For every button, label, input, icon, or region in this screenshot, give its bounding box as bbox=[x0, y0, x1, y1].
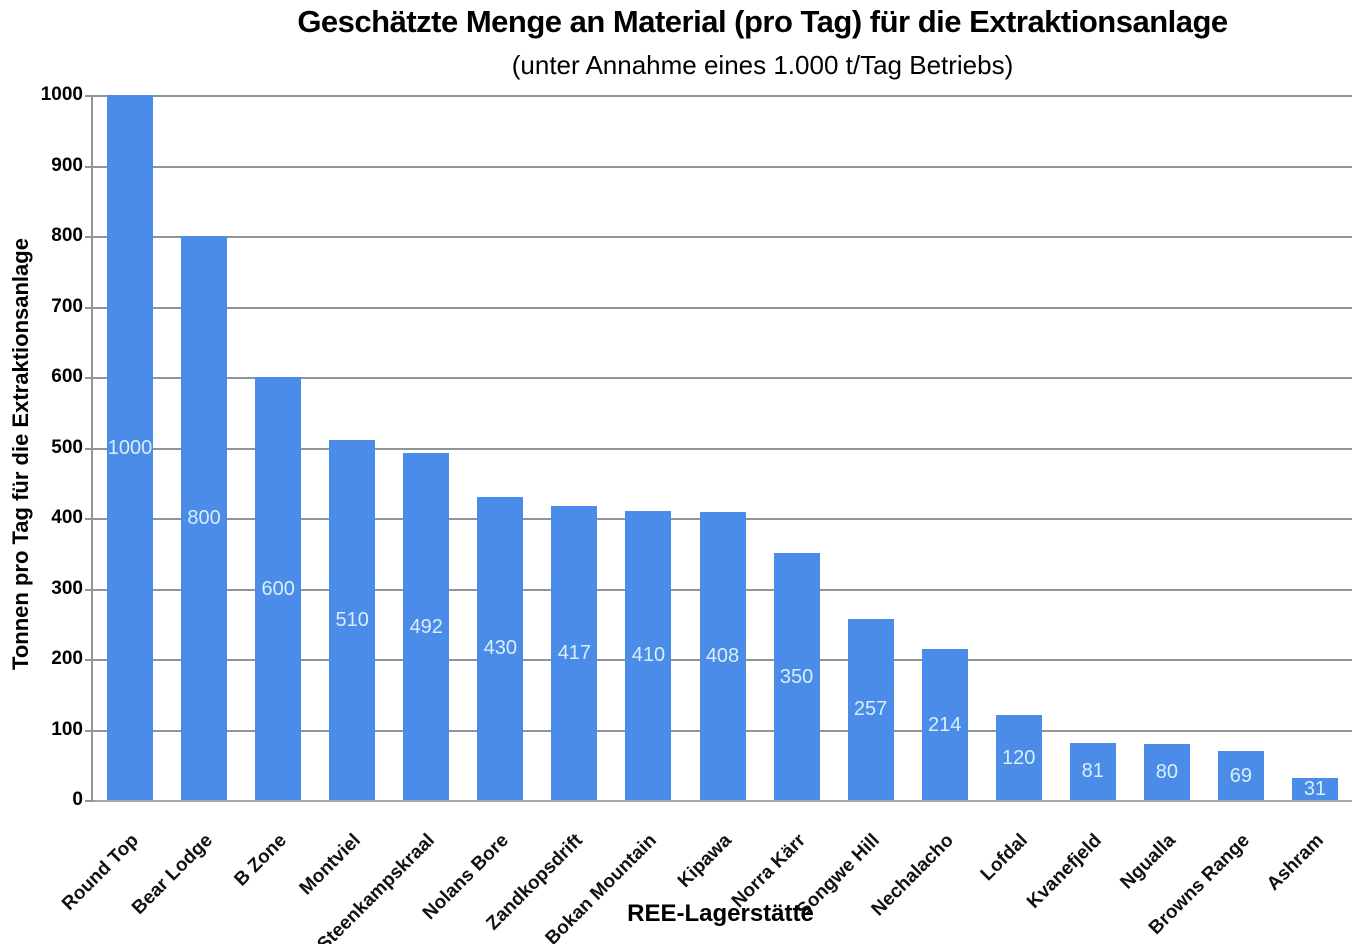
bar-value-label: 350 bbox=[779, 665, 814, 688]
bar: 80 bbox=[1143, 743, 1190, 800]
gridline bbox=[85, 236, 1352, 238]
gridline bbox=[85, 377, 1352, 379]
bar-value-label: 600 bbox=[261, 577, 295, 600]
bar: 257 bbox=[847, 618, 894, 800]
bar: 600 bbox=[255, 377, 302, 800]
bar: 800 bbox=[181, 236, 228, 800]
x-category-label: B Zone bbox=[230, 830, 291, 891]
bar: 1000 bbox=[107, 95, 154, 800]
bar: 350 bbox=[773, 553, 820, 800]
bar: 69 bbox=[1217, 751, 1264, 800]
gridline bbox=[85, 306, 1352, 309]
bar-value-label: 417 bbox=[557, 642, 592, 664]
bar-value-label: 214 bbox=[927, 713, 962, 736]
y-tick-label: 700 bbox=[51, 295, 83, 317]
chart-title: Geschätzte Menge an Material (pro Tag) f… bbox=[297, 4, 1228, 39]
x-category-label: Ashram bbox=[1262, 830, 1328, 895]
bar: 214 bbox=[921, 649, 968, 800]
bar-value-label: 510 bbox=[335, 609, 369, 632]
y-tick-label: 100 bbox=[51, 718, 83, 740]
y-axis-tick-labels: 0 100 200 300 400 500 600 700 800 900 1000 bbox=[0, 0, 83, 944]
gridline bbox=[85, 447, 1352, 450]
bar: 31 bbox=[1291, 778, 1338, 801]
y-tick-label: 800 bbox=[51, 225, 83, 246]
gridline bbox=[85, 165, 1352, 168]
bar-value-label: 800 bbox=[187, 507, 221, 529]
bar: 417 bbox=[551, 506, 598, 800]
y-tick-label: 300 bbox=[51, 577, 83, 599]
x-category-label: Kipawa bbox=[673, 830, 736, 892]
gridline bbox=[85, 95, 1352, 97]
bars-layer: 1000 800 600 510 492 430 417 410 408 350 257 214 120… bbox=[93, 95, 1352, 800]
bar-value-label: 69 bbox=[1229, 764, 1253, 787]
x-category-label: Lofdal bbox=[976, 830, 1032, 886]
bar: 120 bbox=[995, 715, 1042, 800]
chart-subtitle: (unter Annahme eines 1.000 t/Tag Betrieb… bbox=[511, 50, 1014, 80]
x-axis-title: REE-Lagerstätte bbox=[627, 900, 814, 927]
y-tick-label: 500 bbox=[51, 436, 83, 458]
y-tick-label: 900 bbox=[51, 154, 83, 176]
plot-area: 1000 800 600 510 492 430 417 410 408 350 257 214 120… bbox=[85, 95, 1352, 802]
bar-value-label: 120 bbox=[1002, 746, 1036, 769]
y-tick-label: 1000 bbox=[40, 84, 83, 105]
bar: 408 bbox=[699, 512, 746, 800]
bar: 510 bbox=[329, 440, 376, 800]
bar-value-label: 80 bbox=[1155, 760, 1178, 783]
y-tick-label: 200 bbox=[51, 648, 83, 669]
x-category-label: Montviel bbox=[295, 830, 366, 900]
bar-value-label: 257 bbox=[853, 698, 888, 721]
bar-value-label: 31 bbox=[1303, 778, 1327, 801]
bar-value-label: 81 bbox=[1081, 760, 1104, 783]
x-category-label: Ngualla bbox=[1116, 830, 1180, 894]
bar-value-label: 1000 bbox=[107, 436, 153, 459]
y-tick-label: 600 bbox=[51, 366, 83, 387]
bar-value-label: 410 bbox=[631, 644, 666, 667]
y-tick-label: 400 bbox=[51, 507, 83, 528]
bar: 81 bbox=[1069, 742, 1116, 800]
zero-tick-mark bbox=[85, 800, 93, 802]
bar: 410 bbox=[625, 510, 672, 800]
y-tick-label: 0 bbox=[72, 789, 83, 810]
bar: 430 bbox=[477, 496, 524, 800]
bar-value-label: 492 bbox=[409, 615, 443, 638]
bar-value-label: 430 bbox=[483, 637, 517, 660]
bar: 492 bbox=[403, 453, 450, 800]
bar-value-label: 408 bbox=[705, 645, 740, 668]
